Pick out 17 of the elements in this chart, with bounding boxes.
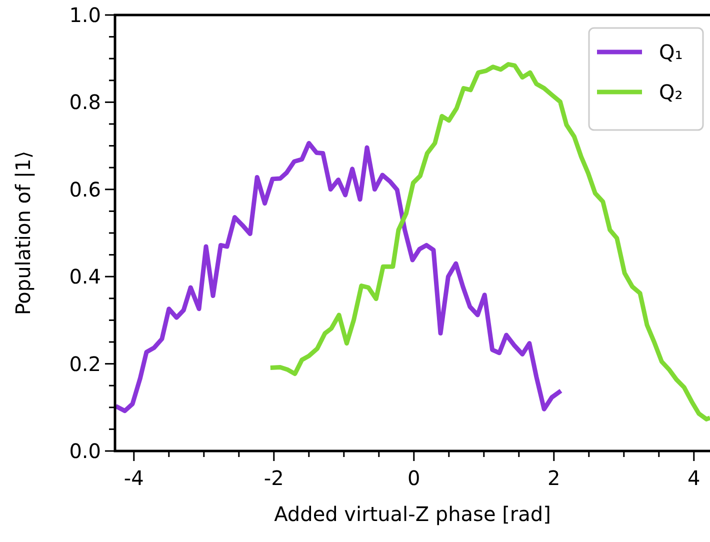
y-axis-title: Population of |1⟩ [11,150,35,316]
y-tick-label: 0.8 [69,90,101,114]
x-tick-label: 4 [688,466,700,490]
legend-label: Q₂ [659,80,683,104]
x-tick-label: -2 [264,466,284,490]
y-tick-label: 0.2 [69,352,101,376]
x-tick-label: 2 [548,466,560,490]
y-tick-label: 0.0 [69,439,101,463]
x-tick-label: 0 [408,466,420,490]
y-tick-label: 1.0 [69,3,101,27]
x-tick-label: -4 [124,466,144,490]
legend-label: Q₁ [659,40,683,64]
line-series [268,62,710,422]
y-tick-label: 0.4 [69,264,101,289]
x-axis-title: Added virtual-Z phase [rad] [274,502,551,526]
y-tick-label: 0.6 [69,177,101,202]
line-series [115,140,564,414]
